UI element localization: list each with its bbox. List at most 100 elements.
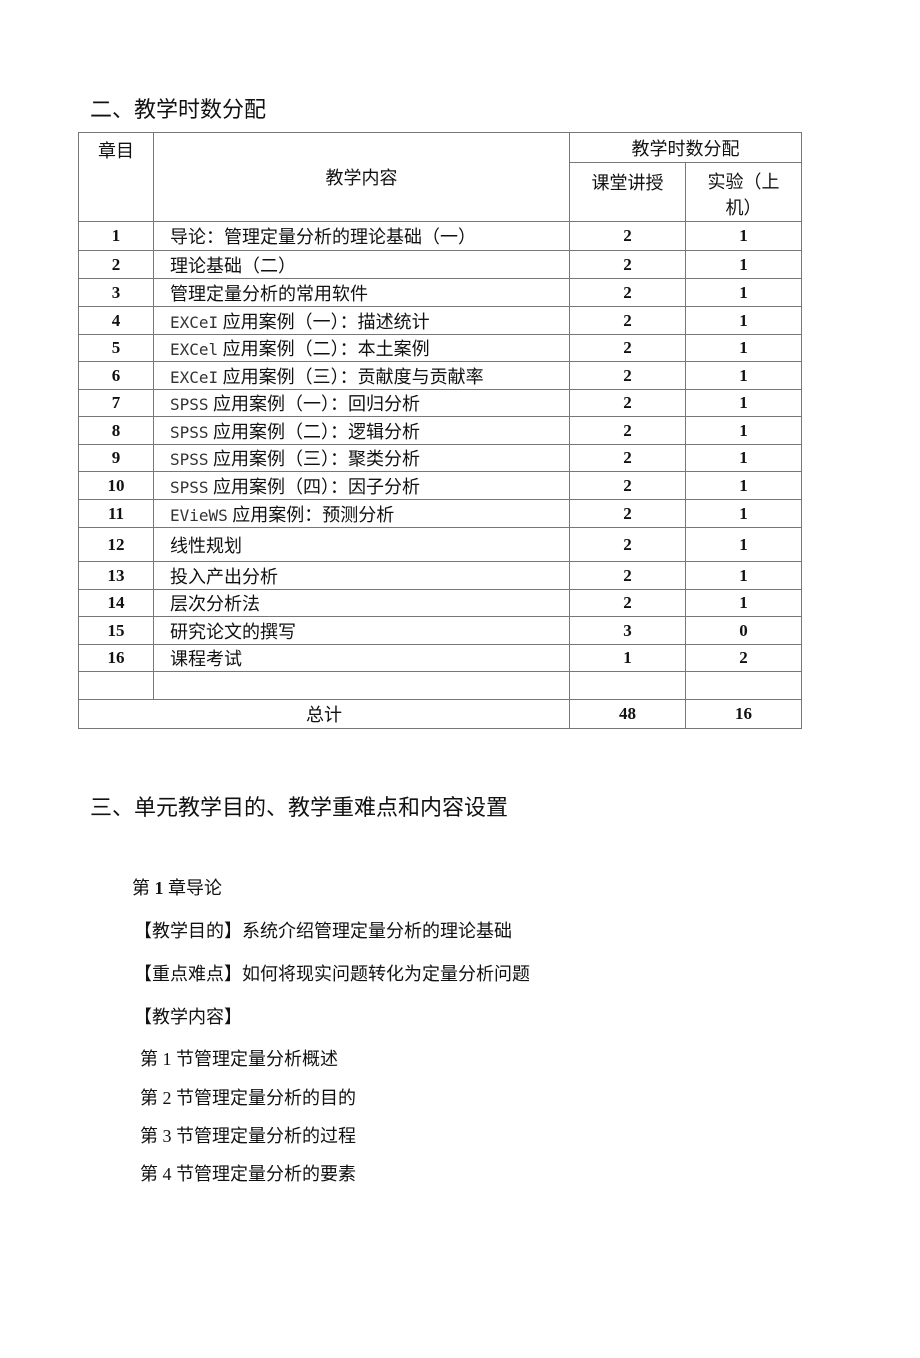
header-hours-group: 教学时数分配 (569, 132, 802, 163)
lab-hours: 1 (685, 527, 802, 562)
chapter-content: 研究论文的撰写 (153, 616, 570, 645)
lab-hours: 1 (685, 444, 802, 472)
chapter-content-text: EXCel 应用案例（二）：本土案例 (170, 339, 430, 359)
chapter-content-text: 层次分析法 (170, 594, 260, 614)
lecture-hours: 2 (569, 527, 686, 562)
chapter1-section: 第 4 节管理定量分析的要素 (140, 1164, 356, 1184)
header-chapter: 章目 (78, 132, 154, 222)
chapter-number: 12 (78, 527, 154, 562)
lab-hours: 1 (685, 306, 802, 335)
table-row: 12 线性规划 2 1 (78, 527, 802, 562)
chapter-content-text: 投入产出分析 (170, 566, 278, 587)
chapter-content-text: 导论：管理定量分析的理论基础（一） (170, 227, 476, 247)
total-row: 总计 48 16 (78, 699, 802, 729)
header-content: 教学内容 (153, 132, 570, 222)
chapter-content: SPSS 应用案例（四）：因子分析 (153, 471, 570, 500)
lecture-hours: 2 (569, 361, 686, 390)
chapter-content-text: EXCeI 应用案例（三）：贡献度与贡献率 (170, 366, 484, 387)
header-lab: 实验（上机） (685, 162, 802, 222)
table-row: 14 层次分析法 2 1 (78, 589, 802, 617)
lecture-hours: 2 (569, 471, 686, 500)
chapter-number: 16 (78, 644, 154, 672)
chapter-content-text: SPSS 应用案例（一）：回归分析 (170, 394, 421, 414)
chapter-content: EXCeI 应用案例（三）：贡献度与贡献率 (153, 361, 570, 390)
lab-hours: 1 (685, 361, 802, 390)
lab-hours: 1 (685, 471, 802, 500)
chapter-number: 4 (78, 306, 154, 335)
chapter-content: 导论：管理定量分析的理论基础（一） (153, 221, 570, 251)
lab-hours: 1 (685, 589, 802, 617)
chapter-content: SPSS 应用案例（二）：逻辑分析 (153, 416, 570, 445)
chapter-content-text: 课程考试 (170, 649, 242, 669)
lecture-hours: 2 (569, 389, 686, 417)
chapter1-title: 第 1 章导论 (132, 874, 222, 900)
table-row: 6 EXCeI 应用案例（三）：贡献度与贡献率 2 1 (78, 361, 802, 390)
lab-hours: 1 (685, 389, 802, 417)
section-title-hours: 二、教学时数分配 (90, 97, 267, 122)
lab-hours: 1 (685, 250, 802, 279)
chapter-number: 6 (78, 361, 154, 390)
chapter-number: 5 (78, 334, 154, 362)
lab-hours: 1 (685, 221, 802, 251)
lab-hours: 2 (685, 644, 802, 672)
lab-hours: 1 (685, 416, 802, 445)
section-title-units: 三、单元教学目的、教学重难点和内容设置 (90, 795, 509, 820)
chapter-num: 1 (154, 878, 164, 898)
chapter-content: 管理定量分析的常用软件 (153, 278, 570, 307)
lab-hours: 1 (685, 499, 802, 528)
lab-hours: 1 (685, 334, 802, 362)
chapter1-section: 第 2 节管理定量分析的目的 (140, 1088, 356, 1108)
table-row: 7 SPSS 应用案例（一）：回归分析 2 1 (78, 389, 802, 417)
total-lab: 16 (685, 699, 802, 729)
hours-table: 章目 教学内容 教学时数分配 课堂讲授 实验（上机） 1 导论：管理定量分析的理… (78, 132, 802, 729)
chapter-number: 13 (78, 561, 154, 590)
table-row: 5 EXCel 应用案例（二）：本土案例 2 1 (78, 334, 802, 362)
chapter-number: 9 (78, 444, 154, 472)
chapter-content-text: EVieWS 应用案例：预测分析 (170, 504, 395, 525)
chapter-number: 15 (78, 616, 154, 645)
chapter-number: 10 (78, 471, 154, 500)
chapter-content: SPSS 应用案例（一）：回归分析 (153, 389, 570, 417)
lab-hours: 1 (685, 278, 802, 307)
chapter-content-text: 研究论文的撰写 (170, 621, 296, 642)
table-row: 13 投入产出分析 2 1 (78, 561, 802, 590)
chapter-content-text: SPSS 应用案例（四）：因子分析 (170, 476, 421, 497)
header-lecture: 课堂讲授 (569, 162, 686, 222)
total-lecture: 48 (569, 699, 686, 729)
chapter-content-text: SPSS 应用案例（三）：聚类分析 (170, 449, 421, 469)
total-label: 总计 (78, 699, 570, 729)
chapter-content-text: 线性规划 (170, 535, 242, 556)
chapter-prefix: 第 (132, 878, 150, 898)
chapter-content: 理论基础（二） (153, 250, 570, 279)
chapter-number: 3 (78, 278, 154, 307)
chapter-number: 7 (78, 389, 154, 417)
chapter-content-text: EXCeI 应用案例（一）：描述统计 (170, 311, 430, 332)
table-row: 11 EVieWS 应用案例：预测分析 2 1 (78, 499, 802, 528)
chapter-content: EXCel 应用案例（二）：本土案例 (153, 334, 570, 362)
lecture-hours: 2 (569, 444, 686, 472)
table-row: 1 导论：管理定量分析的理论基础（一） 2 1 (78, 221, 802, 251)
chapter-content-text: 管理定量分析的常用软件 (170, 283, 368, 304)
table-row: 15 研究论文的撰写 3 0 (78, 616, 802, 645)
chapter-content: SPSS 应用案例（三）：聚类分析 (153, 444, 570, 472)
lecture-hours: 2 (569, 416, 686, 445)
table-row: 4 EXCeI 应用案例（一）：描述统计 2 1 (78, 306, 802, 335)
lecture-hours: 2 (569, 221, 686, 251)
lecture-hours: 2 (569, 334, 686, 362)
table-row: 10 SPSS 应用案例（四）：因子分析 2 1 (78, 471, 802, 500)
chapter1-content-label: 【教学内容】 (134, 1007, 242, 1027)
lecture-hours: 2 (569, 306, 686, 335)
chapter1-section: 第 1 节管理定量分析概述 (140, 1049, 338, 1069)
lecture-hours: 1 (569, 644, 686, 672)
chapter-number: 14 (78, 589, 154, 617)
lecture-hours: 3 (569, 616, 686, 645)
chapter-number: 11 (78, 499, 154, 528)
chapter1-keypoints: 【重点难点】如何将现实问题转化为定量分析问题 (134, 964, 530, 984)
chapter1-section: 第 3 节管理定量分析的过程 (140, 1126, 356, 1146)
chapter-content: EXCeI 应用案例（一）：描述统计 (153, 306, 570, 335)
table-row: 3 管理定量分析的常用软件 2 1 (78, 278, 802, 307)
chapter-content: 投入产出分析 (153, 561, 570, 590)
chapter-content-text: SPSS 应用案例（二）：逻辑分析 (170, 421, 421, 442)
chapter1-objective: 【教学目的】系统介绍管理定量分析的理论基础 (134, 921, 512, 941)
lecture-hours: 2 (569, 499, 686, 528)
